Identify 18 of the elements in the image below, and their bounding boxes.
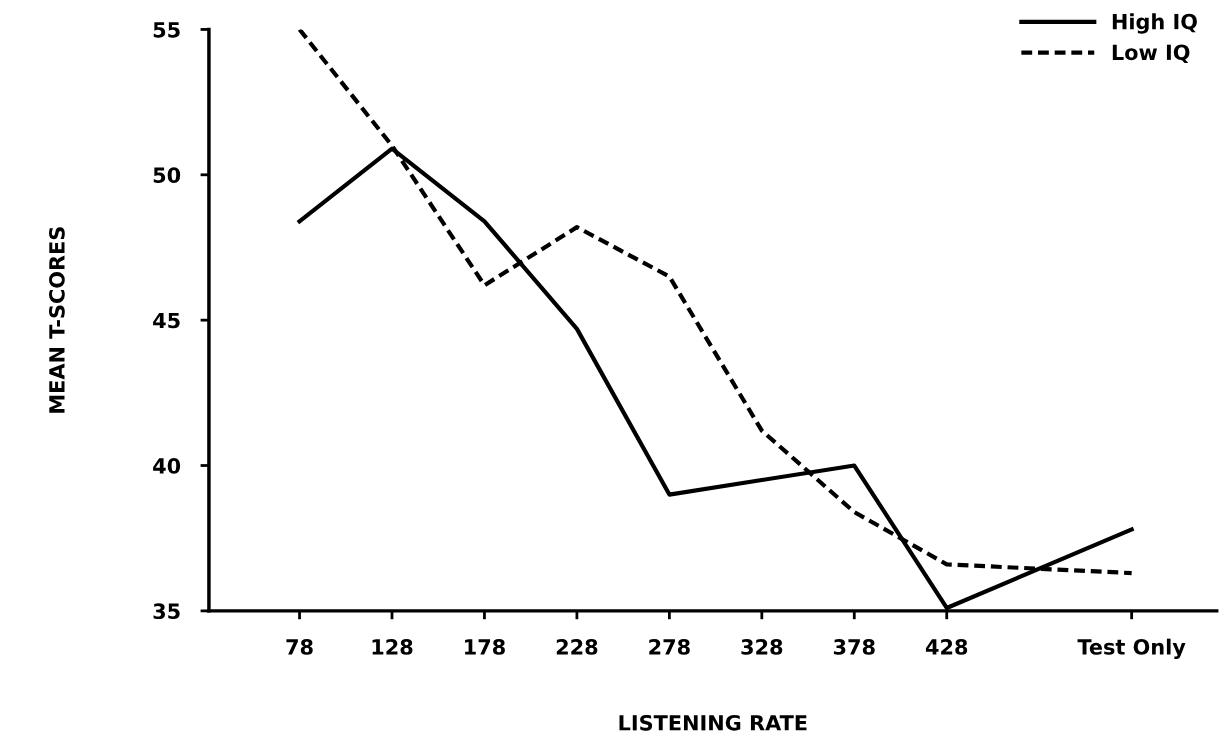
x-tick-label: 128 <box>372 639 413 655</box>
legend-label: High IQ <box>1112 13 1197 34</box>
y-tick-label: 45 <box>153 312 180 329</box>
x-axis-title: LISTENING RATE <box>619 714 807 731</box>
x-tick-label: 78 <box>286 639 313 655</box>
y-tick-label: 55 <box>153 22 180 38</box>
y-tick-label: 35 <box>153 603 180 620</box>
x-tick-label: 378 <box>833 639 875 655</box>
y-tick-label: 40 <box>153 457 181 474</box>
y-axis-title: MEAN T-SCORES <box>49 227 65 413</box>
x-tick-label: 328 <box>741 639 783 655</box>
legend-label: Low IQ <box>1112 44 1190 63</box>
y-tick-label: 50 <box>153 167 181 184</box>
x-tick-label: Test Only <box>1077 638 1186 659</box>
x-tick-label: 228 <box>556 639 598 655</box>
x-tick-label: 278 <box>649 639 690 655</box>
x-tick-label: 428 <box>925 639 968 655</box>
x-tick-label: 178 <box>465 639 505 655</box>
